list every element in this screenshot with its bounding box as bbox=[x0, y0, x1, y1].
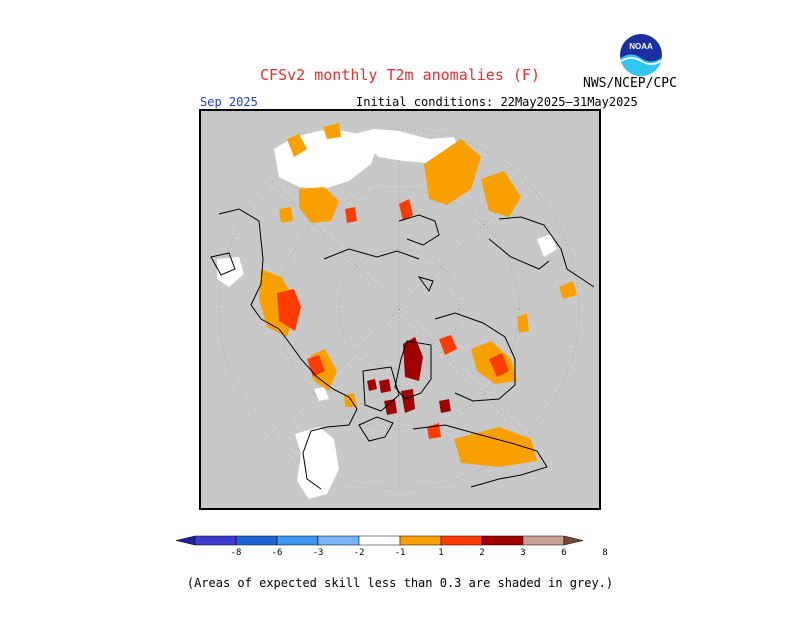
noaa-logo-wave bbox=[620, 54, 662, 76]
initial-conditions: Initial conditions: 22May2025–31May2025 bbox=[356, 95, 638, 109]
legend-swatch bbox=[358, 535, 401, 546]
anomaly-plus-1-to-2 bbox=[259, 123, 577, 467]
legend-tick-label: 2 bbox=[479, 548, 484, 557]
legend-swatch bbox=[317, 535, 360, 546]
noaa-logo: NOAA bbox=[620, 34, 662, 76]
legend-tick-label: 1 bbox=[438, 548, 443, 557]
legend-tick-label: -1 bbox=[395, 548, 406, 557]
legend-swatch bbox=[481, 535, 524, 546]
agency-label: NWS/NCEP/CPC bbox=[583, 76, 677, 91]
legend-tick-label: 8 bbox=[602, 548, 607, 557]
noaa-logo-text: NOAA bbox=[629, 42, 653, 51]
legend-swatch bbox=[235, 535, 278, 546]
legend-swatch bbox=[276, 535, 319, 546]
legend-tick-label: -8 bbox=[231, 548, 242, 557]
legend-tick-label: 3 bbox=[520, 548, 525, 557]
color-legend: -8 -6 -3 -2 -1 1 2 3 6 8 bbox=[175, 535, 608, 557]
anomaly-plus-3-to-6 bbox=[367, 337, 451, 415]
legend-swatch bbox=[440, 535, 483, 546]
anomaly-plus-2-to-3 bbox=[277, 199, 509, 439]
legend-swatch bbox=[194, 535, 237, 546]
legend-tick-label: -3 bbox=[313, 548, 324, 557]
legend-arrow-low bbox=[175, 535, 196, 546]
legend-tick-label: -6 bbox=[272, 548, 283, 557]
legend-tick-label: 6 bbox=[561, 548, 566, 557]
skill-footnote: (Areas of expected skill less than 0.3 a… bbox=[186, 576, 614, 590]
lat-lon-grid bbox=[218, 128, 580, 490]
legend-tick-label: -2 bbox=[354, 548, 365, 557]
legend-arrow-high bbox=[563, 535, 584, 546]
anomaly-map bbox=[199, 109, 601, 510]
chart-title: CFSv2 monthly T2m anomalies (F) bbox=[260, 66, 540, 84]
forecast-period: Sep 2025 bbox=[200, 95, 258, 109]
legend-swatch bbox=[399, 535, 442, 546]
coastlines bbox=[210, 208, 595, 490]
legend-swatch bbox=[522, 535, 565, 546]
